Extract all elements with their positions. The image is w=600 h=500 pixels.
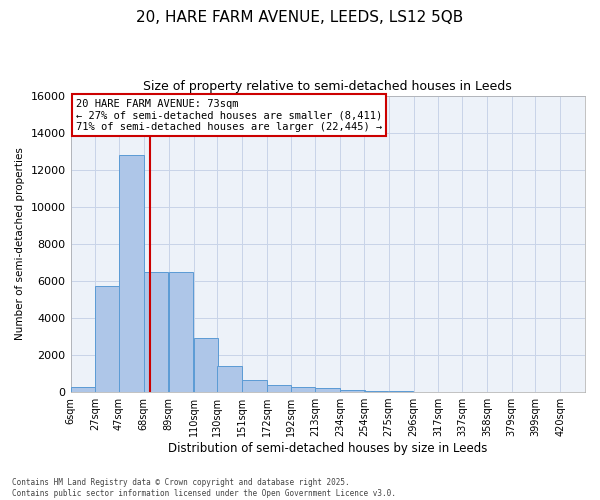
Bar [242, 380, 266, 392]
Bar [217, 366, 242, 392]
Bar [95, 286, 120, 392]
X-axis label: Distribution of semi-detached houses by size in Leeds: Distribution of semi-detached houses by … [168, 442, 487, 455]
Bar [389, 391, 413, 392]
Bar [290, 386, 315, 392]
Bar [119, 155, 143, 392]
Text: Contains HM Land Registry data © Crown copyright and database right 2025.
Contai: Contains HM Land Registry data © Crown c… [12, 478, 396, 498]
Bar [169, 272, 193, 392]
Bar [267, 384, 292, 392]
Bar [340, 390, 365, 392]
Text: 20 HARE FARM AVENUE: 73sqm
← 27% of semi-detached houses are smaller (8,411)
71%: 20 HARE FARM AVENUE: 73sqm ← 27% of semi… [76, 98, 382, 132]
Title: Size of property relative to semi-detached houses in Leeds: Size of property relative to semi-detach… [143, 80, 512, 93]
Bar [364, 391, 388, 392]
Bar [194, 338, 218, 392]
Y-axis label: Number of semi-detached properties: Number of semi-detached properties [15, 148, 25, 340]
Bar [71, 386, 95, 392]
Bar [316, 388, 340, 392]
Text: 20, HARE FARM AVENUE, LEEDS, LS12 5QB: 20, HARE FARM AVENUE, LEEDS, LS12 5QB [136, 10, 464, 25]
Bar [144, 272, 169, 392]
